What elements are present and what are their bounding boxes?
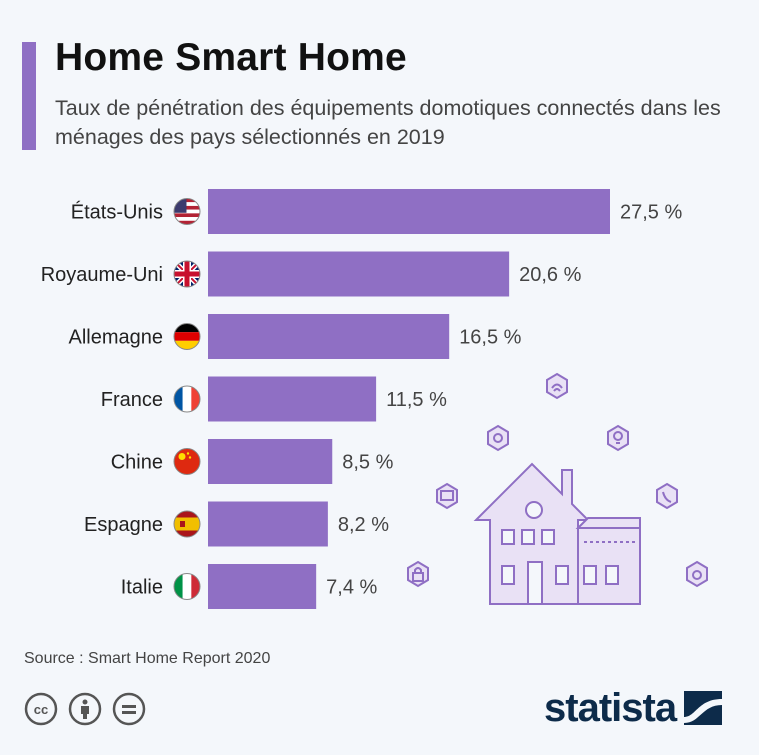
bar bbox=[208, 314, 450, 359]
bar-chart: États-Unis 27,5 % Royaume-Uni 20,6 % Allemag… bbox=[41, 189, 708, 609]
category-label: Chine bbox=[111, 452, 163, 474]
tv-icon bbox=[436, 482, 458, 510]
italy-flag-icon bbox=[173, 573, 201, 600]
france-flag-icon bbox=[173, 385, 201, 413]
creative-commons-icon[interactable]: cc bbox=[24, 692, 58, 726]
category-label: Espagne bbox=[84, 514, 163, 536]
smart-house-illustration bbox=[407, 372, 708, 605]
gear-icon bbox=[487, 424, 509, 452]
bar bbox=[208, 564, 317, 609]
value-label: 11,5 % bbox=[386, 389, 447, 411]
svg-text:cc: cc bbox=[34, 702, 48, 717]
value-label: 16,5 % bbox=[459, 327, 521, 349]
uk-flag-icon bbox=[173, 260, 201, 288]
bar bbox=[208, 251, 510, 297]
bars-group: États-Unis 27,5 % Royaume-Uni 20,6 % Allemag… bbox=[41, 189, 682, 609]
category-label: Italie bbox=[121, 577, 163, 599]
brand-name: statista bbox=[544, 686, 677, 730]
phone-icon bbox=[656, 482, 678, 510]
bar bbox=[208, 376, 377, 422]
bar bbox=[208, 501, 328, 547]
us-flag-icon bbox=[173, 198, 201, 225]
attribution-icon[interactable] bbox=[68, 692, 102, 726]
germany-flag-icon bbox=[173, 323, 201, 350]
wifi-icon bbox=[546, 372, 568, 400]
category-label: Royaume-Uni bbox=[41, 264, 163, 286]
category-label: États-Unis bbox=[71, 201, 163, 224]
license-icons: cc bbox=[24, 692, 146, 726]
statista-logo[interactable]: statista bbox=[544, 686, 723, 730]
china-flag-icon bbox=[173, 448, 201, 475]
value-label: 27,5 % bbox=[620, 202, 682, 224]
bar bbox=[208, 189, 610, 234]
washing-machine-icon bbox=[686, 560, 708, 588]
source-note: Source : Smart Home Report 2020 bbox=[24, 650, 271, 667]
bar bbox=[208, 439, 333, 484]
value-label: 8,2 % bbox=[338, 514, 389, 536]
title-accent-bar bbox=[22, 42, 36, 150]
spain-flag-icon bbox=[173, 510, 201, 538]
category-label: France bbox=[101, 389, 163, 411]
lock-icon bbox=[407, 560, 429, 588]
chart-subtitle: Taux de pénétration des équipements domo… bbox=[55, 96, 721, 149]
value-label: 20,6 % bbox=[519, 264, 581, 286]
smart-house-icon bbox=[473, 462, 641, 605]
value-label: 7,4 % bbox=[326, 577, 377, 599]
statista-logo-icon bbox=[684, 691, 723, 725]
lightbulb-icon bbox=[607, 424, 629, 452]
category-label: Allemagne bbox=[68, 327, 163, 349]
value-label: 8,5 % bbox=[342, 452, 393, 474]
no-derivatives-icon[interactable] bbox=[112, 692, 146, 726]
chart-title: Home Smart Home bbox=[55, 36, 407, 79]
